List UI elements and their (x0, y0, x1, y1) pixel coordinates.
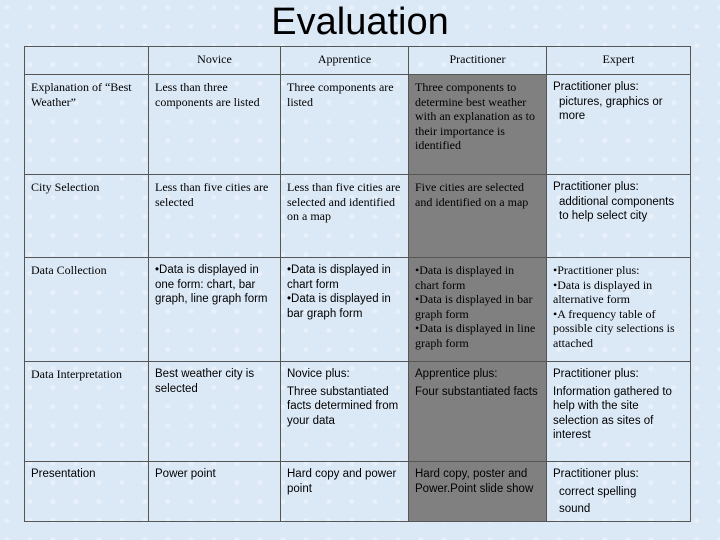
rubric-table: Novice Apprentice Practitioner Expert Explan… (24, 46, 691, 522)
table-row: City Selection Less than five cities are … (24, 174, 691, 258)
table-cell: Less than five cities are selected (148, 174, 281, 258)
cell-text: Explanation of “Best Weather” (31, 80, 132, 109)
table-cell: Practitioner plus: Information gathered t… (546, 361, 691, 462)
table-cell: Novice plus: Three substantiated facts de… (280, 361, 409, 462)
cell-text: Data Interpretation (31, 367, 122, 381)
table-cell: Practitioner plus: additional components … (546, 174, 691, 258)
cell-text: City Selection (31, 180, 100, 194)
table-cell: Power point (148, 461, 281, 522)
cell-text: Less than five cities are selected and i… (287, 180, 401, 223)
cell-text: •Data is displayed in bar graph form (287, 293, 391, 320)
cell-text: Practitioner plus: (553, 81, 639, 93)
cell-text: •Practitioner plus: (553, 263, 640, 277)
cell-text: Three substantiated facts determined fro… (287, 385, 399, 427)
table-cell: Less than three components are listed (148, 74, 281, 175)
cell-text: •Data is displayed in alternative form (553, 277, 653, 307)
cell-text: Apprentice plus: (415, 368, 498, 380)
table-cell: Five cities are selected and identified … (408, 174, 547, 258)
table-row: Data Collection •Data is displayed in one… (24, 257, 691, 362)
corner-cell (24, 46, 149, 75)
cell-text: •Data is displayed in one form: chart, b… (155, 264, 268, 305)
cell-text: Three components to determine best weath… (415, 80, 535, 152)
cell-text: Practitioner plus: (553, 181, 639, 193)
row-header: Presentation (24, 461, 149, 522)
cell-text: Five cities are selected and identified … (415, 180, 529, 209)
table-cell: Practitioner plus: correct spelling sound (546, 461, 691, 522)
cell-text: Hard copy, poster and Power.Point slide … (415, 468, 534, 495)
cell-text: Data Collection (31, 263, 107, 277)
cell-text: Practitioner plus: (553, 368, 639, 380)
cell-text: •Data is displayed in chart form (415, 263, 515, 292)
table-row: Explanation of “Best Weather” Less than t… (24, 74, 691, 175)
table-cell: •Data is displayed in chart form •Data is… (280, 257, 409, 362)
table-cell: Best weather city is selected (148, 361, 281, 462)
row-header: Data Collection (24, 257, 149, 362)
cell-text: Novice plus: (287, 368, 350, 380)
cell-text: •Data is displayed in line graph form (415, 321, 536, 350)
cell-text: sound (559, 503, 591, 515)
table-cell: Three components are listed (280, 74, 409, 175)
table-cell: Apprentice plus: Four substantiated facts (408, 361, 547, 462)
cell-text: Best weather city is selected (155, 368, 255, 395)
header-row: Novice Apprentice Practitioner Expert (24, 46, 691, 75)
cell-text: •Data is displayed in chart form (287, 264, 391, 291)
cell-text: Four substantiated facts (415, 385, 538, 398)
slide-title: Evaluation (271, 1, 449, 43)
cell-text: Presentation (31, 468, 96, 480)
table-cell: Less than five cities are selected and i… (280, 174, 409, 258)
cell-text: additional components to help select cit… (559, 195, 675, 223)
table-row: Presentation Power point Hard copy and pow… (24, 461, 691, 522)
row-header: Explanation of “Best Weather” (24, 74, 149, 175)
table-cell: •Data is displayed in chart form •Data is… (408, 257, 547, 362)
row-header: City Selection (24, 174, 149, 258)
table-cell: Hard copy and power point (280, 461, 409, 522)
cell-text: •A frequency table of possible city sele… (553, 306, 675, 350)
row-header: Data Interpretation (24, 361, 149, 462)
cell-text: Less than three components are listed (155, 80, 260, 109)
cell-text: correct spelling (559, 485, 637, 498)
column-header: Novice (148, 46, 281, 75)
cell-text: Information gathered to help with the si… (553, 385, 672, 442)
column-header: Practitioner (408, 46, 547, 75)
column-header: Apprentice (280, 46, 409, 75)
cell-text: Power point (155, 468, 216, 480)
cell-text: Three components are listed (287, 80, 394, 109)
table-cell: •Data is displayed in one form: chart, b… (148, 257, 281, 362)
table-row: Data Interpretation Best weather city is … (24, 361, 691, 462)
table-body: Novice Apprentice Practitioner Expert Explan… (24, 46, 691, 522)
table-cell: Practitioner plus: pictures, graphics or … (546, 74, 691, 175)
cell-text: Less than five cities are selected (155, 180, 269, 209)
cell-text: •Data is displayed in bar graph form (415, 292, 533, 321)
cell-text: pictures, graphics or more (559, 95, 663, 123)
table-cell: •Practitioner plus: •Data is displayed in… (546, 257, 691, 362)
column-header: Expert (546, 46, 691, 75)
table-cell: Hard copy, poster and Power.Point slide … (408, 461, 547, 522)
cell-text: Practitioner plus: (553, 468, 639, 480)
table-cell: Three components to determine best weath… (408, 74, 547, 175)
cell-text: Hard copy and power point (287, 468, 397, 495)
